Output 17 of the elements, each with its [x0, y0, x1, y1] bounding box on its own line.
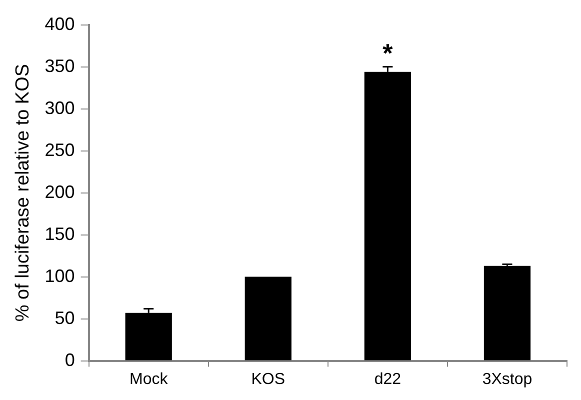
y-tick-label: 100	[44, 266, 75, 286]
y-tick-label: 150	[44, 224, 75, 244]
y-tick-label: 400	[44, 14, 75, 34]
bar	[484, 266, 531, 360]
y-tick-label: 250	[44, 140, 75, 160]
x-tick-label: Mock	[129, 370, 169, 388]
y-tick-label: 300	[44, 98, 75, 118]
y-tick-label: 200	[44, 182, 75, 202]
x-tick-label: KOS	[251, 370, 286, 388]
y-tick-label: 50	[54, 308, 75, 328]
x-tick-label: 3Xstop	[482, 370, 532, 388]
y-tick-label: 0	[64, 350, 75, 370]
y-axis-title: % of luciferase relative to KOS	[12, 64, 34, 322]
annotation: *	[382, 38, 394, 68]
bar	[244, 276, 292, 360]
y-tick-label: 350	[44, 56, 75, 76]
x-tick-label: d22	[374, 370, 402, 388]
